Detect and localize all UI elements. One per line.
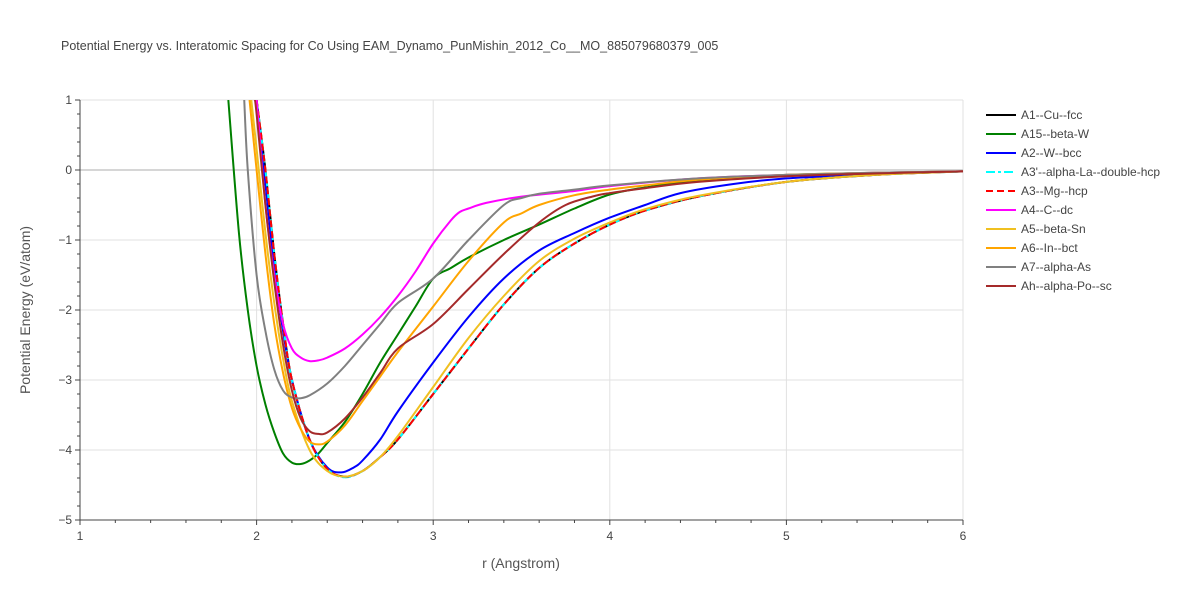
y-tick-label: 1 (65, 93, 72, 107)
series-line-3 (255, 100, 963, 474)
x-tick-label: 6 (960, 529, 967, 543)
series-line-8 (248, 100, 963, 446)
series-line-10 (253, 100, 963, 436)
legend-item-label[interactable]: A3--Mg--hcp (1021, 184, 1088, 198)
y-tick-label: −2 (58, 303, 72, 317)
series-layer (227, 100, 963, 479)
x-axis-label: r (Angstrom) (482, 555, 560, 571)
y-tick-label: −5 (58, 513, 72, 527)
series-line-9 (243, 100, 963, 400)
legend-item-label[interactable]: A6--In--bct (1021, 241, 1078, 255)
legend-item-label[interactable]: A2--W--bcc (1021, 146, 1081, 160)
legend-item-label[interactable]: A1--Cu--fcc (1021, 108, 1082, 122)
grid (80, 99, 964, 520)
y-tick-label: −1 (58, 233, 72, 247)
x-tick-label: 5 (783, 529, 790, 543)
x-tick-label: 2 (253, 529, 260, 543)
legend-item-label[interactable]: A3'--alpha-La--double-hcp (1021, 165, 1160, 179)
y-tick-label: 0 (65, 163, 72, 177)
y-axis-label: Potential Energy (eV/atom) (17, 226, 33, 394)
tick-labels: 1 2 3 4 5 6 1 0 −1 −2 −3 −4 −5 (58, 93, 966, 543)
legend-item-label[interactable]: Ah--alpha-Po--sc (1021, 279, 1112, 293)
chart-title: Potential Energy vs. Interatomic Spacing… (61, 39, 718, 53)
legend-item-label[interactable]: A4--C--dc (1021, 203, 1073, 217)
series-line-7 (250, 100, 963, 478)
x-tick-label: 3 (430, 529, 437, 543)
legend-item-label[interactable]: A15--beta-W (1021, 127, 1090, 141)
y-tick-label: −3 (58, 373, 72, 387)
x-tick-label: 4 (606, 529, 613, 543)
legend: A1--Cu--fcc A15--beta-W A2--W--bcc A3'--alp… (986, 108, 1160, 293)
axes (75, 99, 964, 525)
legend-item-label[interactable]: A5--beta-Sn (1021, 222, 1086, 236)
y-tick-label: −4 (58, 443, 72, 457)
x-tick-label: 1 (77, 529, 84, 543)
legend-item-label[interactable]: A7--alpha-As (1021, 260, 1091, 274)
